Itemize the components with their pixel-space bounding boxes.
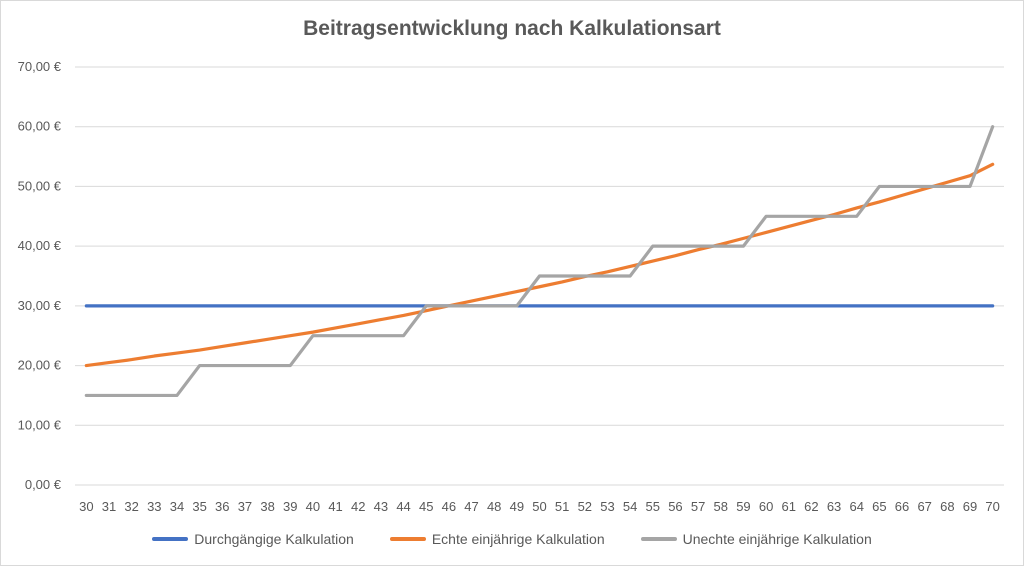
legend-item: Durchgängige Kalkulation bbox=[152, 531, 354, 547]
chart-legend: Durchgängige Kalkulation Echte einjährige… bbox=[1, 531, 1023, 547]
x-tick-label: 53 bbox=[600, 499, 614, 514]
y-tick-label: 40,00 € bbox=[18, 238, 62, 253]
x-tick-label: 47 bbox=[464, 499, 478, 514]
x-tick-label: 66 bbox=[895, 499, 909, 514]
x-tick-label: 64 bbox=[849, 499, 863, 514]
x-tick-label: 39 bbox=[283, 499, 297, 514]
legend-label: Unechte einjährige Kalkulation bbox=[682, 531, 872, 547]
x-tick-label: 41 bbox=[328, 499, 342, 514]
y-tick-label: 60,00 € bbox=[18, 119, 62, 134]
legend-label: Echte einjährige Kalkulation bbox=[431, 531, 605, 547]
x-tick-label: 69 bbox=[963, 499, 977, 514]
x-tick-label: 59 bbox=[736, 499, 750, 514]
x-tick-label: 51 bbox=[555, 499, 569, 514]
legend-swatch bbox=[640, 537, 677, 541]
x-tick-label: 63 bbox=[827, 499, 841, 514]
y-tick-label: 10,00 € bbox=[18, 417, 62, 432]
x-tick-label: 37 bbox=[238, 499, 252, 514]
legend-item: Echte einjährige Kalkulation bbox=[389, 531, 605, 547]
x-tick-label: 55 bbox=[646, 499, 660, 514]
x-tick-label: 68 bbox=[940, 499, 954, 514]
legend-item: Unechte einjährige Kalkulation bbox=[640, 531, 872, 547]
x-tick-label: 62 bbox=[804, 499, 818, 514]
series-line-3 bbox=[84, 125, 995, 398]
x-tick-label: 40 bbox=[306, 499, 320, 514]
x-tick-label: 54 bbox=[623, 499, 637, 514]
legend-swatch bbox=[152, 537, 189, 541]
x-tick-label: 38 bbox=[260, 499, 274, 514]
y-tick-label: 0,00 € bbox=[25, 477, 62, 492]
y-tick-label: 30,00 € bbox=[18, 298, 62, 313]
x-tick-label: 43 bbox=[374, 499, 388, 514]
x-tick-label: 45 bbox=[419, 499, 433, 514]
x-tick-label: 48 bbox=[487, 499, 501, 514]
x-tick-label: 34 bbox=[170, 499, 184, 514]
legend-swatch bbox=[389, 537, 426, 541]
x-tick-label: 49 bbox=[510, 499, 524, 514]
x-tick-label: 31 bbox=[102, 499, 116, 514]
x-tick-label: 42 bbox=[351, 499, 365, 514]
x-tick-label: 56 bbox=[668, 499, 682, 514]
x-tick-label: 65 bbox=[872, 499, 886, 514]
x-tick-label: 67 bbox=[917, 499, 931, 514]
x-tick-label: 61 bbox=[782, 499, 796, 514]
x-tick-label: 46 bbox=[442, 499, 456, 514]
x-tick-label: 58 bbox=[714, 499, 728, 514]
legend-label: Durchgängige Kalkulation bbox=[194, 531, 354, 547]
x-tick-label: 57 bbox=[691, 499, 705, 514]
x-tick-label: 33 bbox=[147, 499, 161, 514]
x-tick-label: 35 bbox=[192, 499, 206, 514]
x-tick-label: 52 bbox=[578, 499, 592, 514]
series-line-2 bbox=[84, 162, 995, 368]
x-tick-label: 30 bbox=[79, 499, 93, 514]
x-tick-label: 50 bbox=[532, 499, 546, 514]
x-tick-label: 70 bbox=[985, 499, 999, 514]
x-tick-label: 36 bbox=[215, 499, 229, 514]
x-tick-label: 60 bbox=[759, 499, 773, 514]
x-tick-label: 44 bbox=[396, 499, 410, 514]
y-tick-label: 20,00 € bbox=[18, 358, 62, 373]
y-tick-label: 50,00 € bbox=[18, 178, 62, 193]
y-tick-label: 70,00 € bbox=[18, 59, 62, 74]
x-tick-label: 32 bbox=[124, 499, 138, 514]
chart-title: Beitragsentwicklung nach Kalkulationsart bbox=[303, 17, 721, 40]
